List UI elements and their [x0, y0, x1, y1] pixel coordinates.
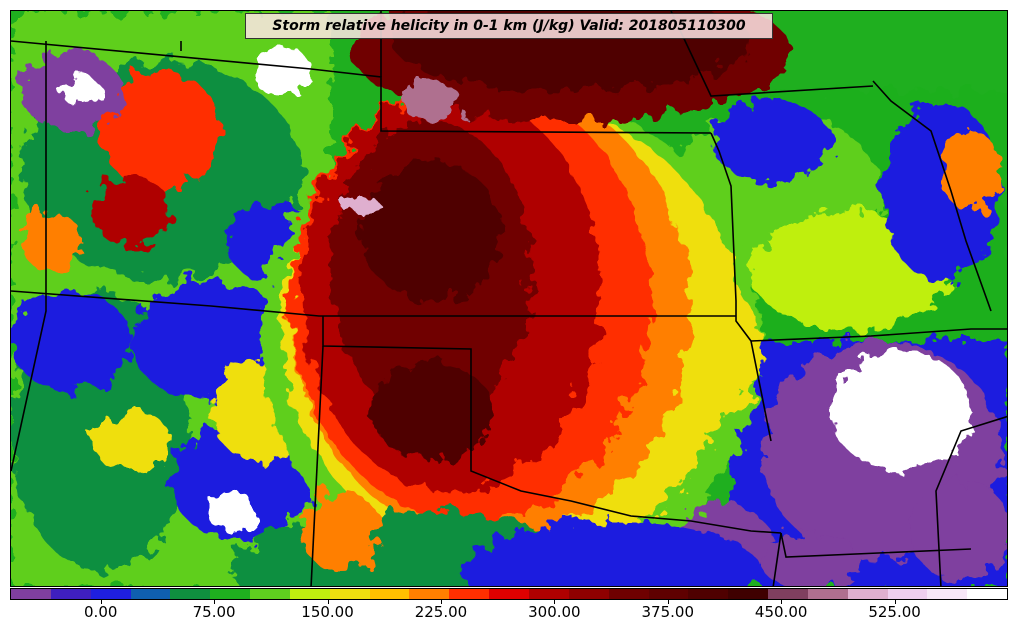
colorbar-segment: [449, 589, 490, 599]
colorbar-segment: [768, 589, 808, 599]
field-layers: [11, 11, 1007, 586]
colorbar-segment: [688, 589, 729, 599]
colorbar-segment: [728, 589, 769, 599]
colorbar-tick: [667, 600, 669, 604]
map-frame: [10, 10, 1008, 587]
colorbar-segment: [210, 589, 251, 599]
colorbar-segment: [369, 589, 410, 599]
colorbar-tick: [327, 600, 329, 604]
colorbar-segment: [568, 589, 609, 599]
colorbar-segment: [130, 589, 171, 599]
colorbar-segment: [329, 589, 370, 599]
helicity-map: [11, 11, 1007, 586]
colorbar-segment: [289, 589, 330, 599]
colorbar-segment: [887, 589, 928, 599]
colorbar-tick-label: 300.00: [528, 603, 581, 621]
colorbar-segment: [250, 589, 290, 599]
colorbar-segment: [927, 589, 968, 599]
colorbar-tick-label: 75.00: [192, 603, 236, 621]
colorbar-tick: [781, 600, 783, 604]
colorbar-tick-label: 375.00: [641, 603, 695, 621]
colorbar-tick: [554, 600, 556, 604]
colorbar-ticks: 0.00 75.00 150.00 225.00 300.00 375.00 450.00 5…: [0, 600, 1018, 630]
state-boundaries: [11, 11, 1007, 586]
colorbar-tick-label: 525.00: [868, 603, 921, 621]
colorbar-segment: [50, 589, 91, 599]
colorbar-segment: [608, 589, 649, 599]
colorbar-segment: [489, 589, 529, 599]
colorbar-segment: [648, 589, 689, 599]
colorbar-segment: [11, 589, 51, 599]
colorbar-segment: [847, 589, 888, 599]
colorbar-tick: [440, 600, 442, 604]
colorbar-segment: [967, 589, 1008, 599]
map-title: Storm relative helicity in 0-1 km (J/kg)…: [245, 13, 773, 39]
colorbar-segment: [528, 589, 569, 599]
colorbar-tick-label: 150.00: [301, 603, 354, 621]
colorbar-tick-label: 225.00: [414, 603, 468, 621]
colorbar-segment: [807, 589, 848, 599]
colorbar-tick-label: 450.00: [754, 603, 808, 621]
colorbar-segment: [170, 589, 211, 599]
colorbar-segment: [90, 589, 131, 599]
colorbar-tick-label: 0.00: [84, 603, 118, 621]
colorbar-tick: [214, 600, 216, 604]
colorbar-segment: [409, 589, 450, 599]
colorbar: [10, 588, 1008, 600]
colorbar-tick: [894, 600, 896, 604]
colorbar-tick: [100, 600, 102, 604]
